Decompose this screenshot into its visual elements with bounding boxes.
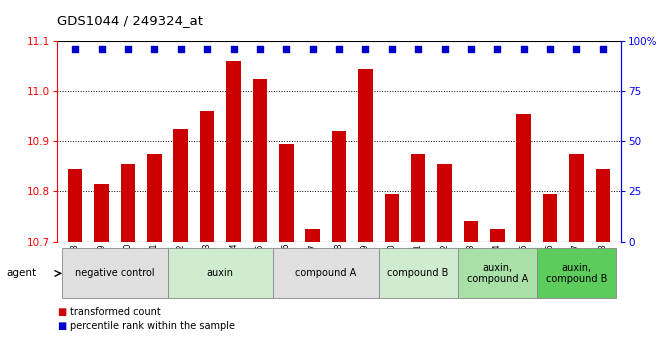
Point — [544, 46, 555, 52]
Bar — [121, 164, 135, 242]
Bar — [458, 248, 537, 298]
Bar — [516, 114, 531, 242]
Bar — [438, 164, 452, 242]
Bar — [147, 154, 162, 242]
Text: transformed count: transformed count — [70, 307, 161, 317]
Bar — [332, 131, 346, 241]
Bar — [411, 154, 426, 242]
Point — [96, 46, 107, 52]
Bar — [94, 184, 109, 242]
Bar — [174, 129, 188, 242]
Text: auxin,
compound B: auxin, compound B — [546, 263, 607, 284]
Point — [386, 46, 397, 52]
Point — [413, 46, 424, 52]
Bar — [537, 248, 616, 298]
Text: ■: ■ — [57, 321, 66, 331]
Text: compound A: compound A — [295, 268, 357, 278]
Bar — [279, 144, 293, 241]
Point — [123, 46, 134, 52]
Point — [307, 46, 318, 52]
Bar — [305, 229, 320, 242]
Point — [439, 46, 450, 52]
Text: ■: ■ — [57, 307, 66, 317]
Text: agent: agent — [7, 268, 37, 278]
Text: GDS1044 / 249324_at: GDS1044 / 249324_at — [57, 14, 203, 27]
Bar — [464, 221, 478, 242]
Point — [466, 46, 476, 52]
Text: auxin: auxin — [207, 268, 234, 278]
Bar — [68, 169, 82, 241]
Point — [228, 46, 239, 52]
Point — [334, 46, 345, 52]
Point — [149, 46, 160, 52]
Bar — [385, 194, 399, 241]
Bar — [379, 248, 458, 298]
Point — [571, 46, 582, 52]
Point — [70, 46, 81, 52]
Text: percentile rank within the sample: percentile rank within the sample — [70, 321, 235, 331]
Bar — [253, 79, 267, 242]
Point — [176, 46, 186, 52]
Bar — [273, 248, 379, 298]
Bar — [62, 248, 168, 298]
Point — [518, 46, 529, 52]
Point — [492, 46, 502, 52]
Point — [597, 46, 608, 52]
Bar — [569, 154, 584, 242]
Bar — [596, 169, 610, 241]
Bar — [168, 248, 273, 298]
Point — [281, 46, 292, 52]
Text: negative control: negative control — [75, 268, 154, 278]
Text: compound B: compound B — [387, 268, 449, 278]
Point — [202, 46, 212, 52]
Bar — [200, 111, 214, 241]
Text: auxin,
compound A: auxin, compound A — [467, 263, 528, 284]
Bar — [490, 229, 504, 242]
Bar — [226, 61, 240, 242]
Bar — [358, 69, 373, 241]
Bar — [543, 194, 557, 241]
Point — [360, 46, 371, 52]
Point — [255, 46, 265, 52]
